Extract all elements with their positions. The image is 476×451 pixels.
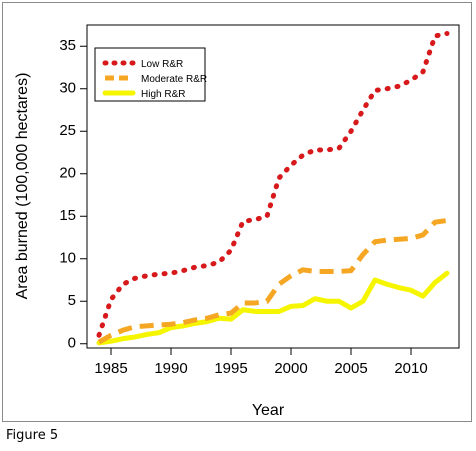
y-tick-label: 5 xyxy=(68,292,76,309)
line-chart: 1985 1990 1995 2000 2005 2010 0 5 10 15 20 25 30 35 Y… xyxy=(14,24,460,419)
series-layer xyxy=(96,31,450,346)
series-line-1 xyxy=(97,218,448,345)
legend-label: Moderate R&R xyxy=(141,74,207,85)
y-tick-label: 30 xyxy=(59,80,76,97)
x-tick-label: 1990 xyxy=(154,360,187,377)
y-tick-label: 35 xyxy=(59,37,76,54)
y-axis-label: Area burned (100,000 hectares) xyxy=(14,73,31,300)
legend-label: High R&R xyxy=(141,89,185,100)
y-tick-label: 20 xyxy=(59,165,76,182)
legend-label: Low R&R xyxy=(141,59,183,70)
y-tick-label: 10 xyxy=(59,250,76,267)
x-tick-label: 2000 xyxy=(274,360,307,377)
x-tick-label: 2005 xyxy=(334,360,367,377)
y-tick-label: 0 xyxy=(68,335,76,352)
x-tick-label: 2010 xyxy=(394,360,427,377)
axis-layer: 1985 1990 1995 2000 2005 2010 0 5 10 15 20 25 30 35 xyxy=(59,37,427,377)
figure-caption: Figure 5 xyxy=(6,428,59,443)
x-tick-label: 1985 xyxy=(94,360,127,377)
y-tick-label: 15 xyxy=(59,207,76,224)
series-line-2 xyxy=(96,270,450,346)
y-tick-label: 25 xyxy=(59,122,76,139)
plot-box xyxy=(86,24,460,349)
legend: Low R&R Moderate R&R High R&R xyxy=(94,47,207,102)
series-line-0 xyxy=(96,31,450,338)
figure-frame: 1985 1990 1995 2000 2005 2010 0 5 10 15 20 25 30 35 Y… xyxy=(2,2,472,422)
x-axis-label: Year xyxy=(252,402,285,419)
x-tick-label: 1995 xyxy=(214,360,247,377)
